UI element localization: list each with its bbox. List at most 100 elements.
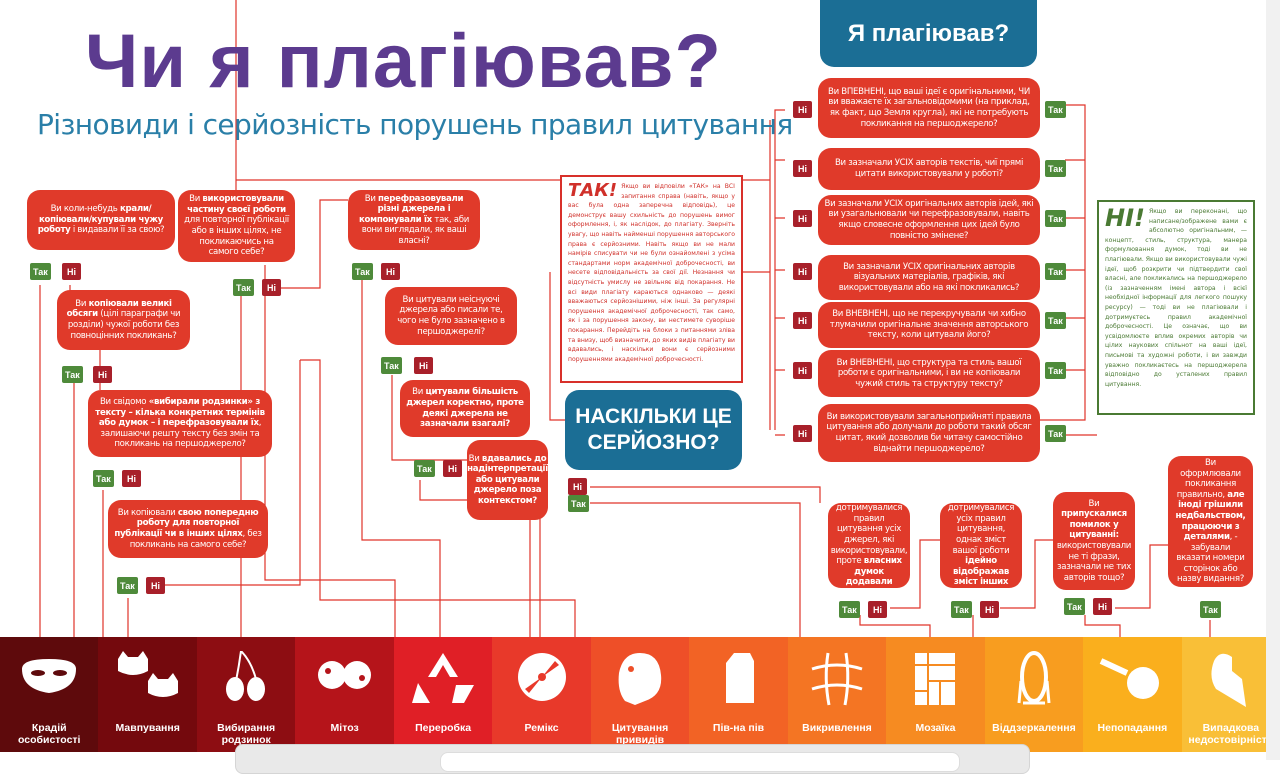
- question-text: вдавались до надінтерпретації або цитува…: [467, 453, 548, 506]
- plagiarism-type-label: Викривлення: [802, 722, 872, 734]
- plagiarism-type-label: Непопадання: [1097, 722, 1168, 734]
- question-text: Ви ВНЕВНЕНІ, що не перекручували чи хибн…: [829, 309, 1029, 341]
- yes-badge: Так: [414, 460, 435, 477]
- miss-icon: [1100, 658, 1160, 699]
- question-text: (цілі параграфи чи розділи) чужої роботи…: [67, 309, 181, 341]
- no-badge: Ні: [568, 478, 587, 495]
- question-text: використовували не ті фрази, зазначали н…: [1056, 541, 1132, 583]
- yes-badge: Так: [1045, 210, 1066, 227]
- plagiarism-type-tile: Мозаїка: [886, 637, 985, 752]
- no-badge: Ні: [146, 577, 165, 594]
- no-note-text: Якщо ви переконані, що написане/зображен…: [1105, 208, 1247, 388]
- no-explanation-note: НІ! Якщо ви переконані, що написане/зобр…: [1097, 200, 1255, 415]
- question-text: Ви цитували неіснуючі джерела або писали…: [397, 294, 505, 337]
- right-question-box: Ви зазначали УСІХ оригінальних авторів в…: [818, 255, 1040, 300]
- yes-badge: Так: [568, 495, 589, 512]
- question-text: копіювали великі обсяги: [66, 298, 172, 320]
- question-text: Ви коли-небудь: [50, 204, 120, 215]
- question-text: Ви: [75, 298, 89, 309]
- bottom-question-box: Ви припускалися помилок у цитуванні: вик…: [1053, 492, 1135, 590]
- question-text: Ви використовували загальноприйняті прав…: [826, 411, 1032, 454]
- yes-badge: Так: [117, 577, 138, 594]
- question-text: ідейно відображав зміст інших робіт: [953, 556, 1009, 598]
- plagiarism-type-label: Мавпування: [115, 722, 180, 734]
- question-text: Ви дотримувалися усіх правил цитування, …: [947, 492, 1015, 556]
- yes-badge: Так: [30, 263, 51, 280]
- question-text: , - забували вказати номери сторінок або…: [1176, 532, 1245, 585]
- plagiarism-type-tile: Ремікс: [492, 637, 591, 752]
- right-question-box: Ви ВПЕВНЕНІ, що ваші ідеї є оригінальним…: [818, 78, 1040, 138]
- cherry-icon: [226, 651, 266, 701]
- question-text: і видавали її за свою?: [70, 225, 165, 236]
- page-title: Чи я плагіював?: [85, 19, 722, 104]
- plagiarism-type-tile: Випадкова недостовірність: [1181, 637, 1280, 752]
- question-text: Ви дотримувалися правил цитування усіх д…: [830, 492, 908, 567]
- mirror-icon: [1017, 651, 1051, 705]
- no-badge: Ні: [793, 101, 812, 118]
- question-text: цитували більшість джерел коректно, прот…: [406, 387, 524, 430]
- question-text: Ви зазначали УСІХ оригінальних авторів і…: [824, 198, 1034, 241]
- yes-badge: Так: [1200, 601, 1221, 618]
- question-text: Ви зазначали УСІХ авторів текстів, чиї п…: [834, 158, 1024, 179]
- right-question-box: Ви використовували загальноприйняті прав…: [818, 404, 1040, 462]
- yes-badge: Так: [62, 366, 83, 383]
- question-text: Ви ВПЕВНЕНІ, що ваші ідеї є оригінальним…: [827, 86, 1031, 129]
- question-text: , без покликань на самого себе?: [129, 529, 262, 550]
- left-question-box: Ви цитували неіснуючі джерела або писали…: [385, 287, 517, 345]
- cats-icon: [117, 651, 178, 697]
- no-badge: Ні: [93, 366, 112, 383]
- question-text: Ви свідомо: [99, 397, 149, 408]
- bottom-question-box: Ви оформлювали покликання правильно, але…: [1168, 456, 1253, 587]
- right-question-box: Ви зазначали УСІХ авторів текстів, чиї п…: [818, 148, 1040, 190]
- yes-badge: Так: [839, 601, 860, 618]
- yes-explanation-note: ТАК! Якщо ви відповіли «ТАК» на ВСІ запи…: [560, 175, 743, 383]
- plagiarism-type-label: Цитування привидів: [611, 722, 669, 746]
- warped-grid-icon: [811, 652, 863, 706]
- plagiarism-type-tile: Викривлення: [787, 637, 887, 752]
- left-question-box: Ви копіювали свою попередню роботу для п…: [108, 500, 268, 558]
- question-text: Ви: [189, 194, 203, 205]
- no-badge: Ні: [62, 263, 81, 280]
- no-badge: Ні: [414, 357, 433, 374]
- no-badge: Ні: [980, 601, 999, 618]
- no-badge: Ні: [122, 470, 141, 487]
- mask-icon: [22, 659, 77, 693]
- question-text: Ви: [1088, 498, 1100, 509]
- question-text: Ви: [468, 453, 482, 464]
- scrollbar-track[interactable]: [1266, 0, 1280, 760]
- question-text: так, аби вони виглядали, як ваші власні?: [361, 214, 470, 246]
- right-question-box: Ви ВНЕВНЕНІ, що не перекручували чи хибн…: [818, 302, 1040, 348]
- right-question-box: Ви зазначали УСІХ оригінальних авторів і…: [818, 195, 1040, 245]
- right-question-box: Ви ВНЕВНЕНІ, що структура та стиль вашої…: [818, 350, 1040, 397]
- mosaic-icon: [915, 653, 956, 705]
- left-question-box: Ви цитували більшість джерел коректно, п…: [400, 380, 530, 437]
- yes-note-heading: ТАК!: [568, 180, 618, 201]
- left-question-box: Ви перефразовували різні джерела і компо…: [348, 190, 480, 250]
- no-note-heading: НІ!: [1105, 204, 1145, 232]
- no-badge: Ні: [381, 263, 400, 280]
- question-text: ?: [991, 587, 996, 598]
- question-text: для повторної публікації або в інших ціл…: [184, 215, 289, 258]
- bottom-overlay-field[interactable]: [440, 752, 960, 772]
- no-badge: Ні: [793, 263, 812, 280]
- question-text: але іноді грішили недбальством, працюючи…: [1175, 489, 1246, 543]
- yes-badge: Так: [1045, 425, 1066, 442]
- yes-badge: Так: [233, 279, 254, 296]
- plagiarism-type-label: Пів-на пів: [712, 722, 765, 734]
- plagiarism-type-tile: Мавпування: [98, 637, 197, 752]
- no-badge: Ні: [868, 601, 887, 618]
- plagiarism-type-tile: Переробка: [393, 637, 493, 752]
- no-badge: Ні: [1093, 598, 1112, 615]
- plagiarism-type-label: Крадій особистості: [17, 722, 81, 746]
- question-text: використовували частину своєї роботи: [187, 194, 286, 215]
- yes-badge: Так: [1064, 598, 1085, 615]
- left-question-box: Ви вдавались до надінтерпретації або цит…: [467, 440, 548, 520]
- question-text: свою попередню роботу для повторної публ…: [114, 507, 259, 539]
- question-text: перефразовували різні джерела і компонув…: [358, 193, 464, 225]
- plagiarism-type-tile: Віддзеркалення: [984, 637, 1084, 752]
- disc-icon: [517, 653, 566, 701]
- question-text: , залишаючи решту тексту без змін та пок…: [100, 418, 262, 450]
- yes-badge: Так: [1045, 263, 1066, 280]
- plagiarism-type-tile: Пів-на пів: [689, 637, 788, 752]
